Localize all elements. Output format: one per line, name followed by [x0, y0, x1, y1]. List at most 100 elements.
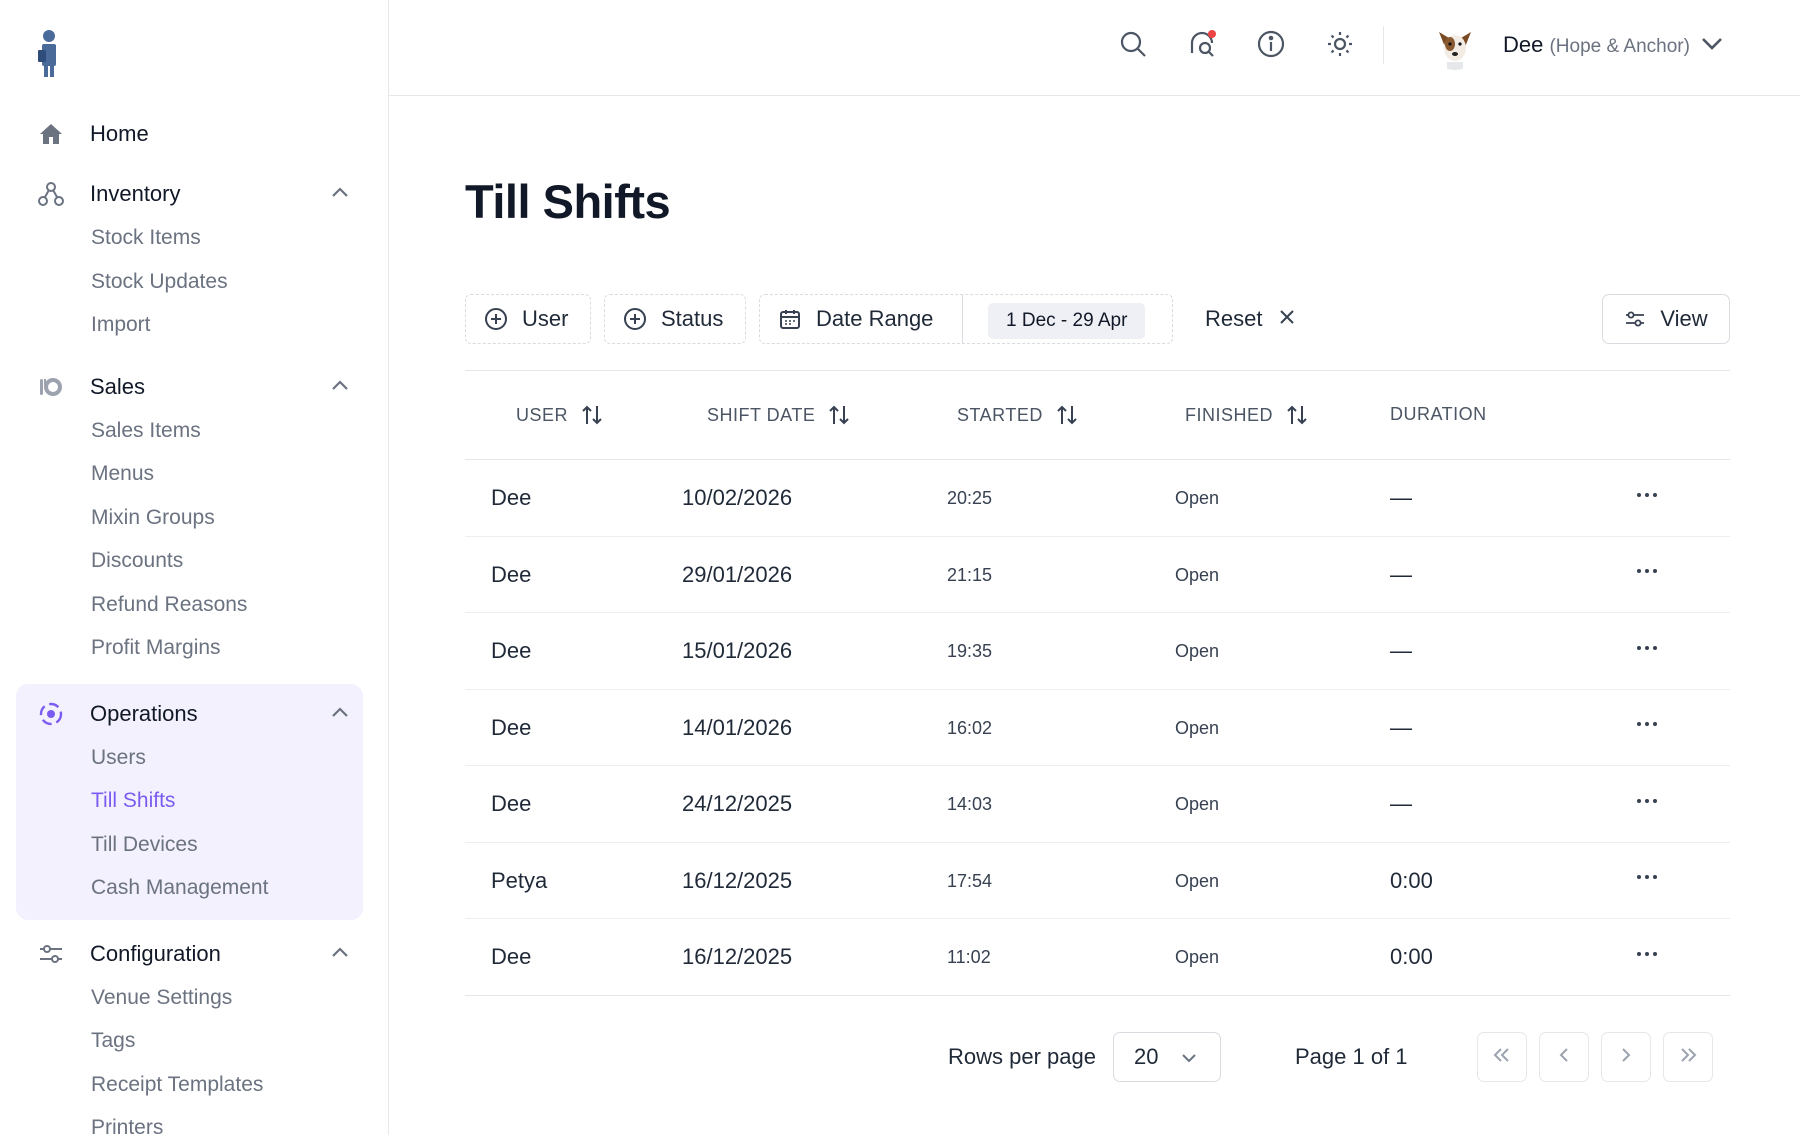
cell-shift-date: 10/02/2026	[682, 485, 793, 510]
chevron-up-icon	[331, 705, 349, 723]
view-label: View	[1660, 306, 1708, 331]
sidebar-item-cash-management[interactable]: Cash Management	[91, 876, 269, 899]
column-header-started[interactable]: STARTED	[957, 404, 1079, 426]
user-menu[interactable]: Dee (Hope & Anchor)	[1503, 32, 1690, 58]
sidebar-item-discounts[interactable]: Discounts	[91, 549, 184, 572]
table-row[interactable]: Dee 14/01/2026 16:02 Open —	[465, 690, 1730, 766]
date-range-value: 1 Dec - 29 Apr	[988, 303, 1146, 339]
sidebar-group-sales-toggle[interactable]: Sales	[16, 365, 363, 409]
home-icon	[38, 121, 64, 147]
sidebar-item-label: Home	[90, 121, 149, 146]
status-filter-button[interactable]: Status	[604, 294, 746, 344]
row-actions-button[interactable]	[1627, 690, 1667, 766]
sun-icon[interactable]	[1324, 28, 1356, 60]
sort-icon	[580, 404, 604, 426]
sidebar-item-home[interactable]: Home	[16, 110, 363, 158]
row-actions-button[interactable]	[1627, 919, 1667, 995]
cell-started: 19:35	[947, 641, 993, 661]
row-actions-button[interactable]	[1627, 460, 1667, 536]
column-header-finished[interactable]: FINISHED	[1185, 404, 1309, 426]
cell-finished: Open	[1175, 564, 1220, 585]
sidebar-item-import[interactable]: Import	[91, 313, 151, 336]
column-label: STARTED	[957, 404, 1043, 425]
next-page-button[interactable]	[1601, 1032, 1651, 1082]
table-row[interactable]: Dee 24/12/2025 14:03 Open —	[465, 766, 1730, 843]
more-horizontal-icon	[1637, 722, 1657, 727]
sidebar-group-inventory-toggle[interactable]: Inventory	[16, 172, 363, 216]
sidebar-item-stock-items[interactable]: Stock Items	[91, 226, 201, 249]
table-row[interactable]: Dee 16/12/2025 11:02 Open 0:00	[465, 919, 1730, 996]
plus-circle-icon	[484, 307, 508, 331]
sidebar-group-operations: Operations Users Till Shifts Till Device…	[16, 683, 363, 920]
sidebar-nav: Home Inventory Stock Items Stock Updates	[0, 110, 388, 1135]
row-actions-button[interactable]	[1627, 843, 1667, 919]
column-label: FINISHED	[1185, 404, 1274, 425]
venue-name: (Hope & Anchor)	[1549, 36, 1690, 57]
sidebar-item-refund-reasons[interactable]: Refund Reasons	[91, 592, 248, 616]
chevron-down-icon[interactable]	[1701, 36, 1723, 55]
sidebar-item-mixin-groups[interactable]: Mixin Groups	[91, 505, 215, 529]
cell-duration: —	[1390, 561, 1412, 587]
person-logo-icon[interactable]	[36, 30, 62, 78]
sidebar-item-venue-settings[interactable]: Venue Settings	[91, 985, 233, 1009]
sidebar-item-till-shifts[interactable]: Till Shifts	[91, 789, 176, 812]
user-name: Dee	[1503, 32, 1544, 57]
table-body: Dee 10/02/2026 20:25 Open — Dee 29/01/20…	[465, 460, 1730, 996]
sidebar-item-sales-items[interactable]: Sales Items	[91, 418, 201, 442]
sidebar-group-label: Operations	[90, 700, 198, 726]
table-row[interactable]: Petya 16/12/2025 17:54 Open 0:00	[465, 843, 1730, 919]
rows-per-page-select[interactable]: 20	[1113, 1032, 1221, 1082]
table-row[interactable]: Dee 10/02/2026 20:25 Open —	[465, 460, 1730, 537]
reset-filters-button[interactable]: Reset	[1205, 294, 1296, 344]
table-row[interactable]: Dee 15/01/2026 19:35 Open —	[465, 613, 1730, 690]
sort-icon	[1055, 404, 1079, 426]
sidebar-item-receipt-templates[interactable]: Receipt Templates	[91, 1072, 264, 1096]
sidebar-group-configuration-toggle[interactable]: Configuration	[16, 932, 363, 976]
date-range-label: Date Range	[816, 306, 934, 331]
more-horizontal-icon	[1637, 875, 1657, 880]
row-actions-button[interactable]	[1627, 537, 1667, 613]
user-filter-button[interactable]: User	[465, 294, 591, 344]
table-header: USER SHIFT DATE STARTED	[465, 371, 1730, 460]
last-page-button[interactable]	[1663, 1032, 1713, 1082]
chevron-up-icon	[331, 945, 349, 963]
cell-shift-date: 16/12/2025	[682, 867, 793, 893]
cell-finished: Open	[1175, 488, 1220, 508]
sidebar-item-printers[interactable]: Printers	[91, 1116, 164, 1135]
cell-user: Dee	[491, 485, 532, 510]
column-header-user[interactable]: USER	[516, 404, 604, 426]
cell-started: 17:54	[947, 870, 993, 891]
previous-page-button[interactable]	[1539, 1032, 1589, 1082]
cell-user: Dee	[491, 638, 532, 663]
row-actions-button[interactable]	[1627, 613, 1667, 689]
avatar[interactable]	[1431, 22, 1479, 70]
sidebar-item-stock-updates[interactable]: Stock Updates	[91, 269, 228, 293]
column-header-shift-date[interactable]: SHIFT DATE	[707, 404, 851, 426]
main-content: Till Shifts User Status Date Range	[389, 96, 1800, 1135]
sidebar-group-label: Sales	[90, 373, 146, 399]
sidebar-item-tags[interactable]: Tags	[91, 1029, 136, 1052]
cell-finished: Open	[1175, 641, 1220, 661]
info-icon[interactable]	[1255, 28, 1287, 60]
sidebar-item-users[interactable]: Users	[91, 745, 146, 769]
chat-icon[interactable]	[1186, 28, 1218, 60]
sidebar-item-profit-margins[interactable]: Profit Margins	[91, 636, 221, 659]
plus-circle-icon	[623, 307, 647, 331]
till-shifts-table: USER SHIFT DATE STARTED	[465, 370, 1730, 996]
column-label: USER	[516, 404, 569, 425]
sort-icon	[1285, 404, 1309, 426]
chevrons-right-icon	[1678, 1046, 1698, 1069]
table-row[interactable]: Dee 29/01/2026 21:15 Open —	[465, 537, 1730, 613]
date-range-filter-button[interactable]: Date Range 1 Dec - 29 Apr	[759, 294, 1173, 344]
sidebar-item-menus[interactable]: Menus	[91, 462, 155, 485]
view-options-button[interactable]: View	[1602, 294, 1730, 344]
row-actions-button[interactable]	[1627, 766, 1667, 842]
cell-started: 21:15	[947, 564, 993, 585]
sidebar-group-operations-toggle[interactable]: Operations	[16, 692, 363, 736]
first-page-button[interactable]	[1477, 1032, 1527, 1082]
search-icon[interactable]	[1117, 28, 1149, 60]
cell-finished: Open	[1175, 794, 1220, 814]
cell-finished: Open	[1175, 717, 1220, 738]
cell-duration: 0:00	[1390, 944, 1433, 969]
sidebar-item-till-devices[interactable]: Till Devices	[91, 832, 198, 856]
